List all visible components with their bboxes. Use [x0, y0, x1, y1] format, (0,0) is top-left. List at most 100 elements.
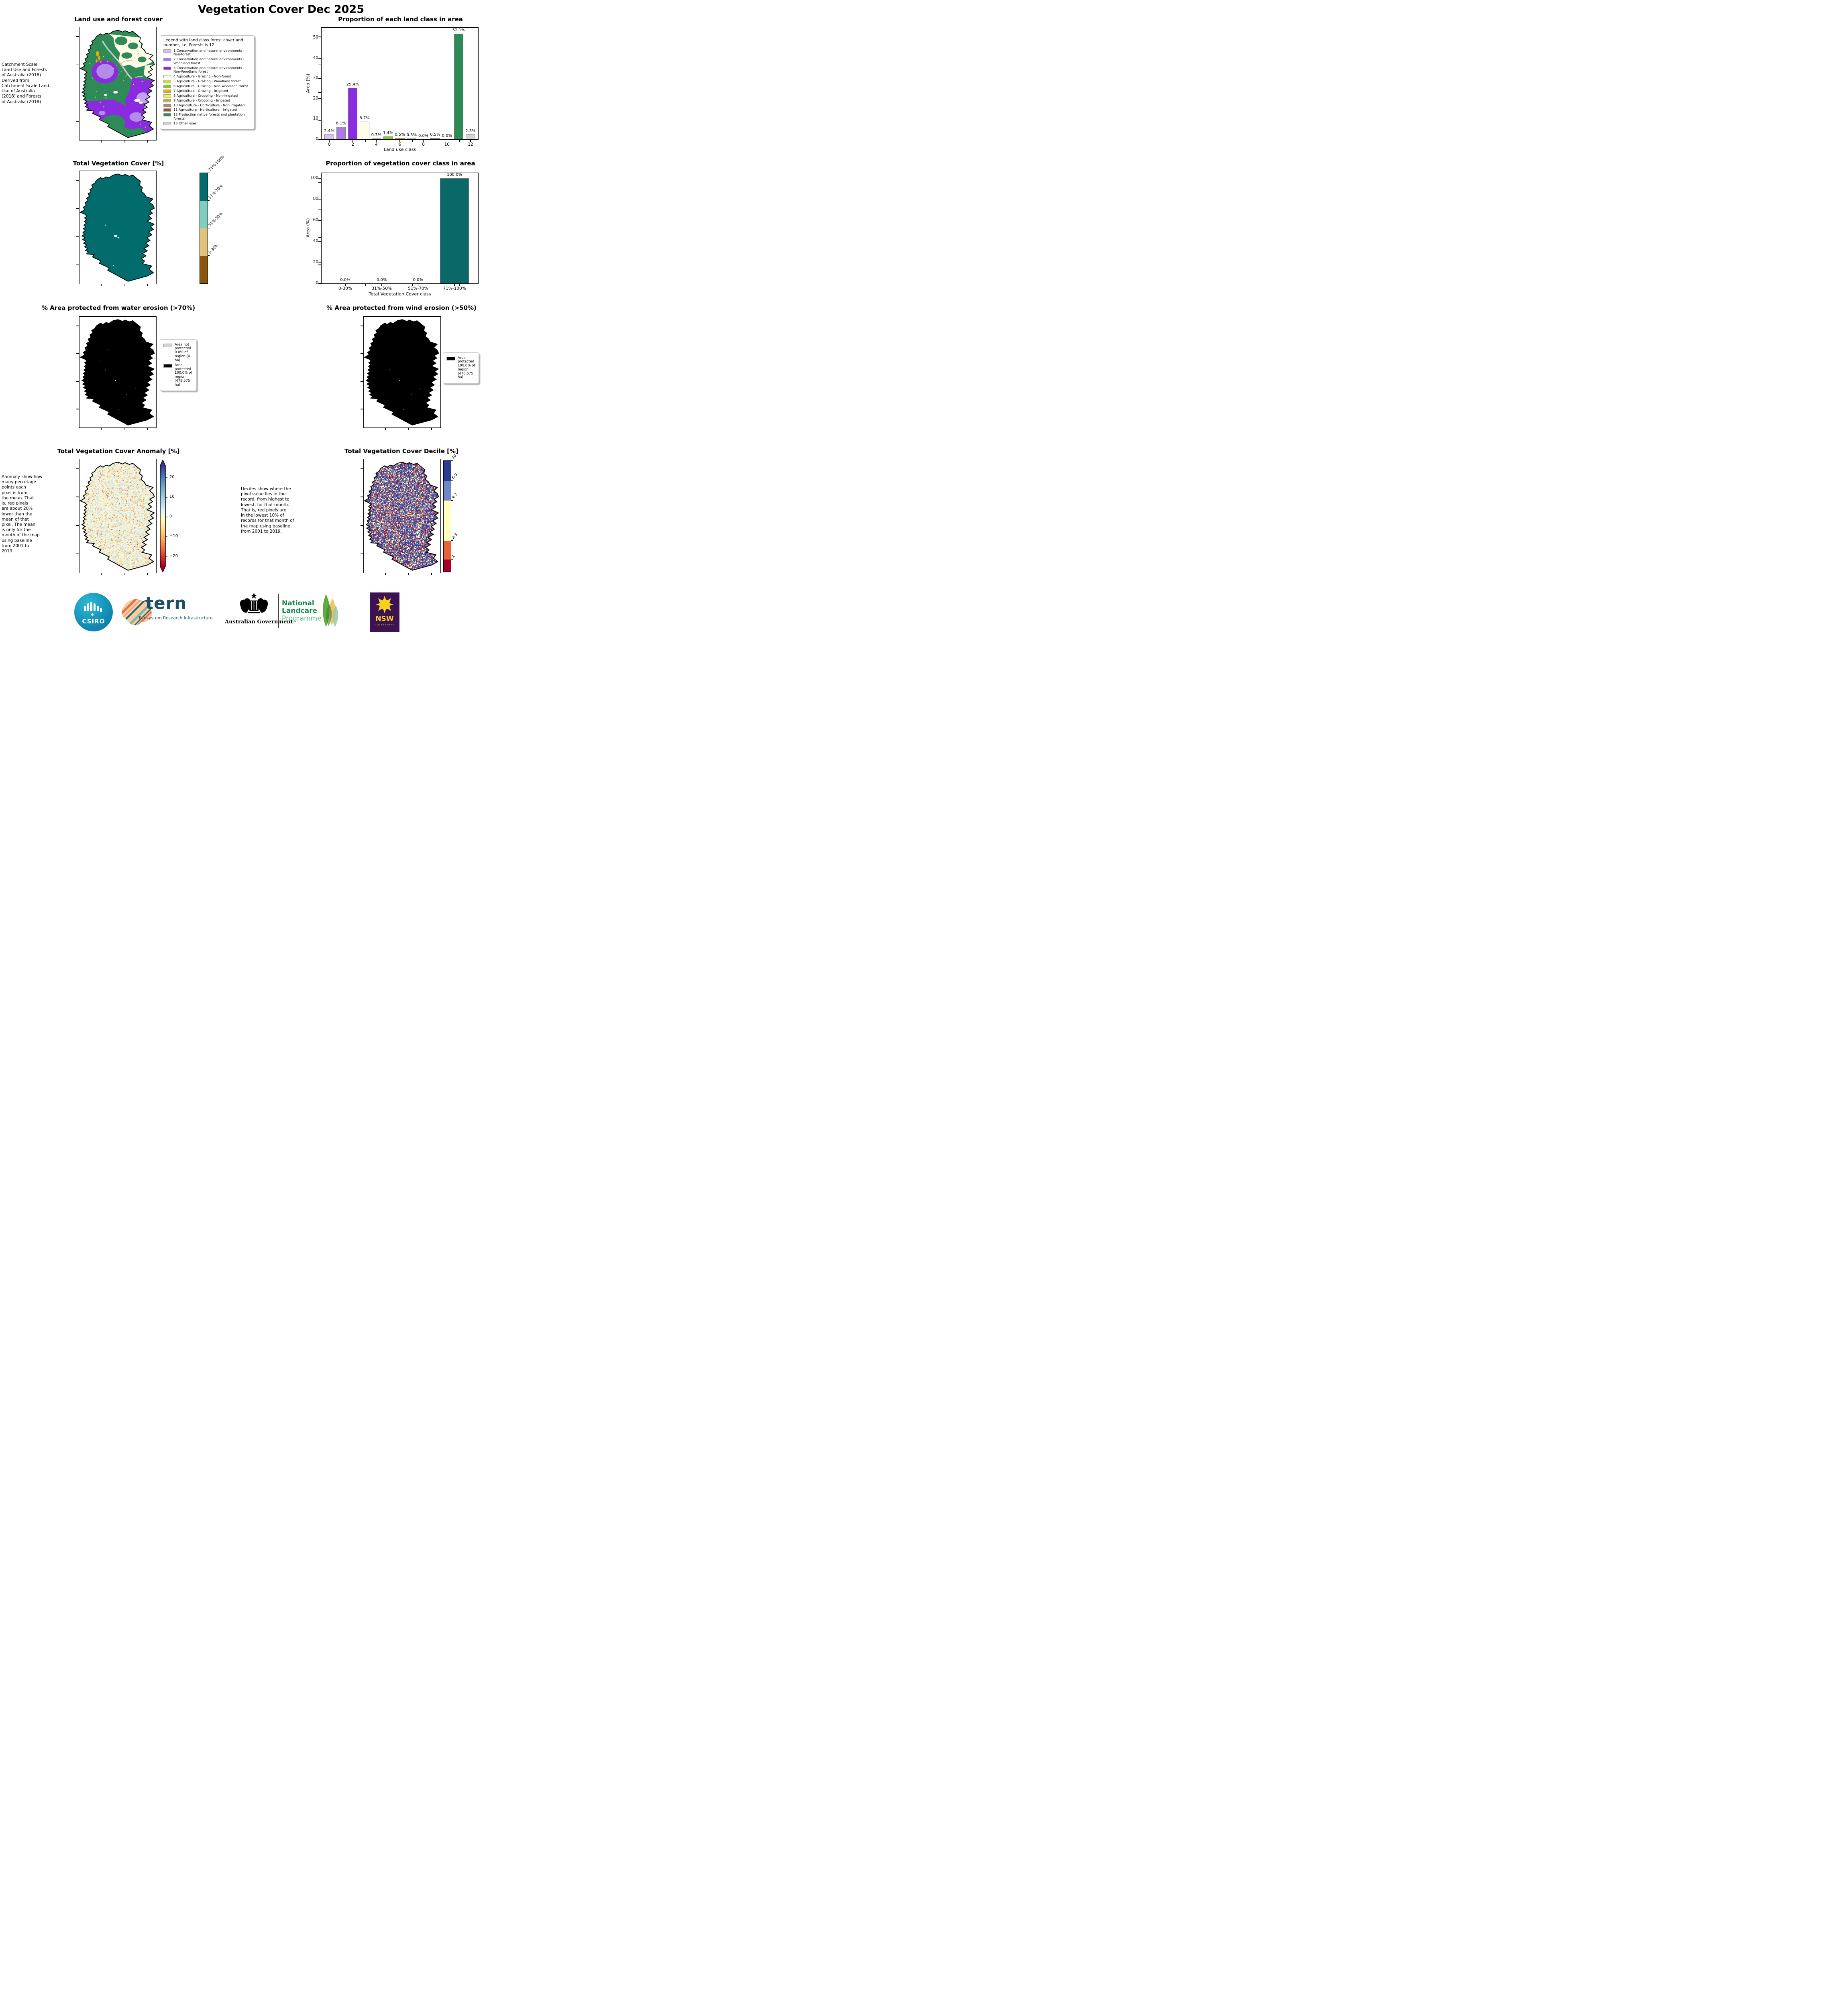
legend-label: 12 Production native forests and plantat… — [173, 112, 245, 120]
logo-strip: CSIRO tern Ecosystem Research Infrast — [0, 590, 482, 632]
bar-value-label: 0.5% — [395, 132, 405, 137]
ytick-label: 0 — [316, 281, 318, 285]
anomaly-colorbar — [160, 460, 167, 572]
nsw-wordmark: NSW — [375, 615, 394, 623]
legend-item: 9 Agriculture - Cropping - Irrigated — [163, 98, 251, 102]
axis-tick — [318, 37, 321, 39]
axis-tick — [345, 283, 346, 286]
colorbar-label: 1 — [451, 554, 456, 559]
anomaly-colorbar-label: −10 — [169, 534, 178, 538]
legend-item: 4 Agriculture - Grazing - Non-forest — [163, 74, 251, 79]
axis-tick — [76, 381, 79, 382]
veg-class-chart-title: Proportion of vegetation cover class in … — [326, 160, 475, 167]
decile-note: Deciles show where the pixel value lies … — [241, 486, 294, 534]
wind-erosion-map-title: % Area protected from wind erosion (>50%… — [326, 304, 477, 311]
legend-swatch — [163, 108, 171, 112]
bar — [395, 138, 405, 139]
axis-tick — [124, 140, 125, 142]
bar-value-label: 100.0% — [446, 173, 463, 177]
axis-tick — [412, 283, 413, 286]
axis-tick — [376, 139, 377, 142]
axis-tick — [318, 262, 321, 263]
ytick-label: 100 — [310, 175, 318, 181]
bar-value-label: 2.3% — [465, 129, 476, 134]
axis-tick — [446, 139, 448, 142]
tern-subtitle: Ecosystem Research Infrastructure — [139, 616, 213, 621]
ytick-label: 0 — [316, 136, 318, 141]
colorbar-label: 4-7 — [451, 492, 458, 500]
axis-tick — [101, 427, 102, 430]
bar-value-label: 0.5% — [430, 132, 440, 137]
ytick-label: 80 — [313, 196, 318, 202]
axis-tick — [361, 353, 363, 354]
axis-tick — [318, 120, 321, 121]
wind-erosion-raster — [364, 319, 439, 425]
axis-tick — [124, 427, 125, 430]
land-class-bar-chart: 2.4% 6.1% 25.4% 8.7% 0.3% 1.4% 0.5% 0.3% 0.0% 0.5… — [313, 27, 479, 147]
axis-tick — [318, 98, 321, 99]
axis-tick — [408, 427, 409, 430]
xtick-label: 0 — [328, 142, 331, 147]
decile-colorbar — [443, 460, 451, 572]
land-use-legend: Legend with land class forest cover and … — [160, 35, 255, 129]
land-use-map — [76, 27, 157, 142]
axis-tick — [76, 180, 79, 181]
legend-label: 8 Agriculture - Cropping - Non-irrigated — [173, 93, 238, 98]
colorbar-tick — [451, 540, 453, 541]
bar-value-label: 0.0% — [340, 278, 350, 282]
ytick-label: 50 — [313, 35, 318, 40]
legend-label: 4 Agriculture - Grazing - Non-forest — [173, 74, 231, 79]
legend-label: 3 Conservation and natural environments … — [173, 65, 244, 74]
legend-swatch — [163, 94, 171, 98]
ytick-label: 10 — [313, 116, 318, 121]
axis-tick — [361, 381, 363, 382]
legend-item: 7 Agriculture - Grazing - Irrigated — [163, 89, 251, 93]
legend-item: 8 Agriculture - Cropping - Non-irrigated — [163, 94, 251, 98]
xtick-label: 6 — [398, 142, 401, 147]
veg-class-chart-xlabel: Total Vegetation Cover class — [369, 291, 431, 297]
axis-tick — [76, 208, 79, 209]
axis-tick — [101, 573, 102, 575]
anomaly-map — [76, 459, 157, 575]
colorbar-segment — [444, 461, 451, 481]
legend-item: 3 Conservation and natural environments … — [163, 66, 251, 74]
veg-cover-raster — [79, 173, 155, 282]
bar-value-label: 0.3% — [371, 133, 382, 138]
bar — [336, 127, 346, 139]
axis-tick — [318, 237, 321, 238]
colorbar-label: 8-9 — [451, 472, 458, 480]
bar — [348, 88, 358, 139]
axis-tick — [318, 58, 321, 59]
legend-swatch — [163, 99, 171, 102]
bar-value-label: 0.0% — [376, 278, 387, 282]
axis-tick — [318, 199, 321, 200]
colorbar-segment — [444, 480, 451, 501]
ytick-label: 60 — [313, 217, 318, 222]
bar — [360, 122, 369, 139]
landcare-leaf-icon — [323, 594, 338, 627]
veg-cover-colorbar — [200, 173, 208, 284]
nlp-line3: Programme — [282, 615, 322, 623]
bar-value-label: 1.4% — [383, 130, 393, 135]
australian-government-wordmark: Australian Government — [225, 619, 293, 625]
land-use-source-note: Catchment Scale Land Use and Forests of … — [2, 62, 49, 104]
colorbar-label: 51%-70% — [208, 183, 224, 200]
anomaly-colorbar-label: 10 — [169, 495, 175, 499]
bar — [440, 178, 469, 283]
land-use-legend-title: Legend with land class forest cover and … — [163, 38, 243, 47]
figure-title: Vegetation Cover Dec 2025 — [198, 3, 365, 16]
axis-tick — [399, 139, 400, 142]
axis-tick — [431, 573, 432, 575]
bar — [324, 134, 334, 139]
colorbar-segment — [444, 559, 451, 572]
axis-tick — [76, 236, 79, 237]
xtick-label: 0-30% — [338, 286, 352, 291]
axis-tick — [147, 284, 148, 286]
australian-government-crest-icon — [240, 592, 268, 613]
axis-tick — [76, 525, 79, 526]
bar-value-label: 8.7% — [359, 116, 370, 121]
colorbar-tick — [451, 480, 453, 481]
bar — [383, 136, 393, 139]
legend-swatch — [163, 104, 171, 107]
legend-swatch — [446, 356, 455, 360]
